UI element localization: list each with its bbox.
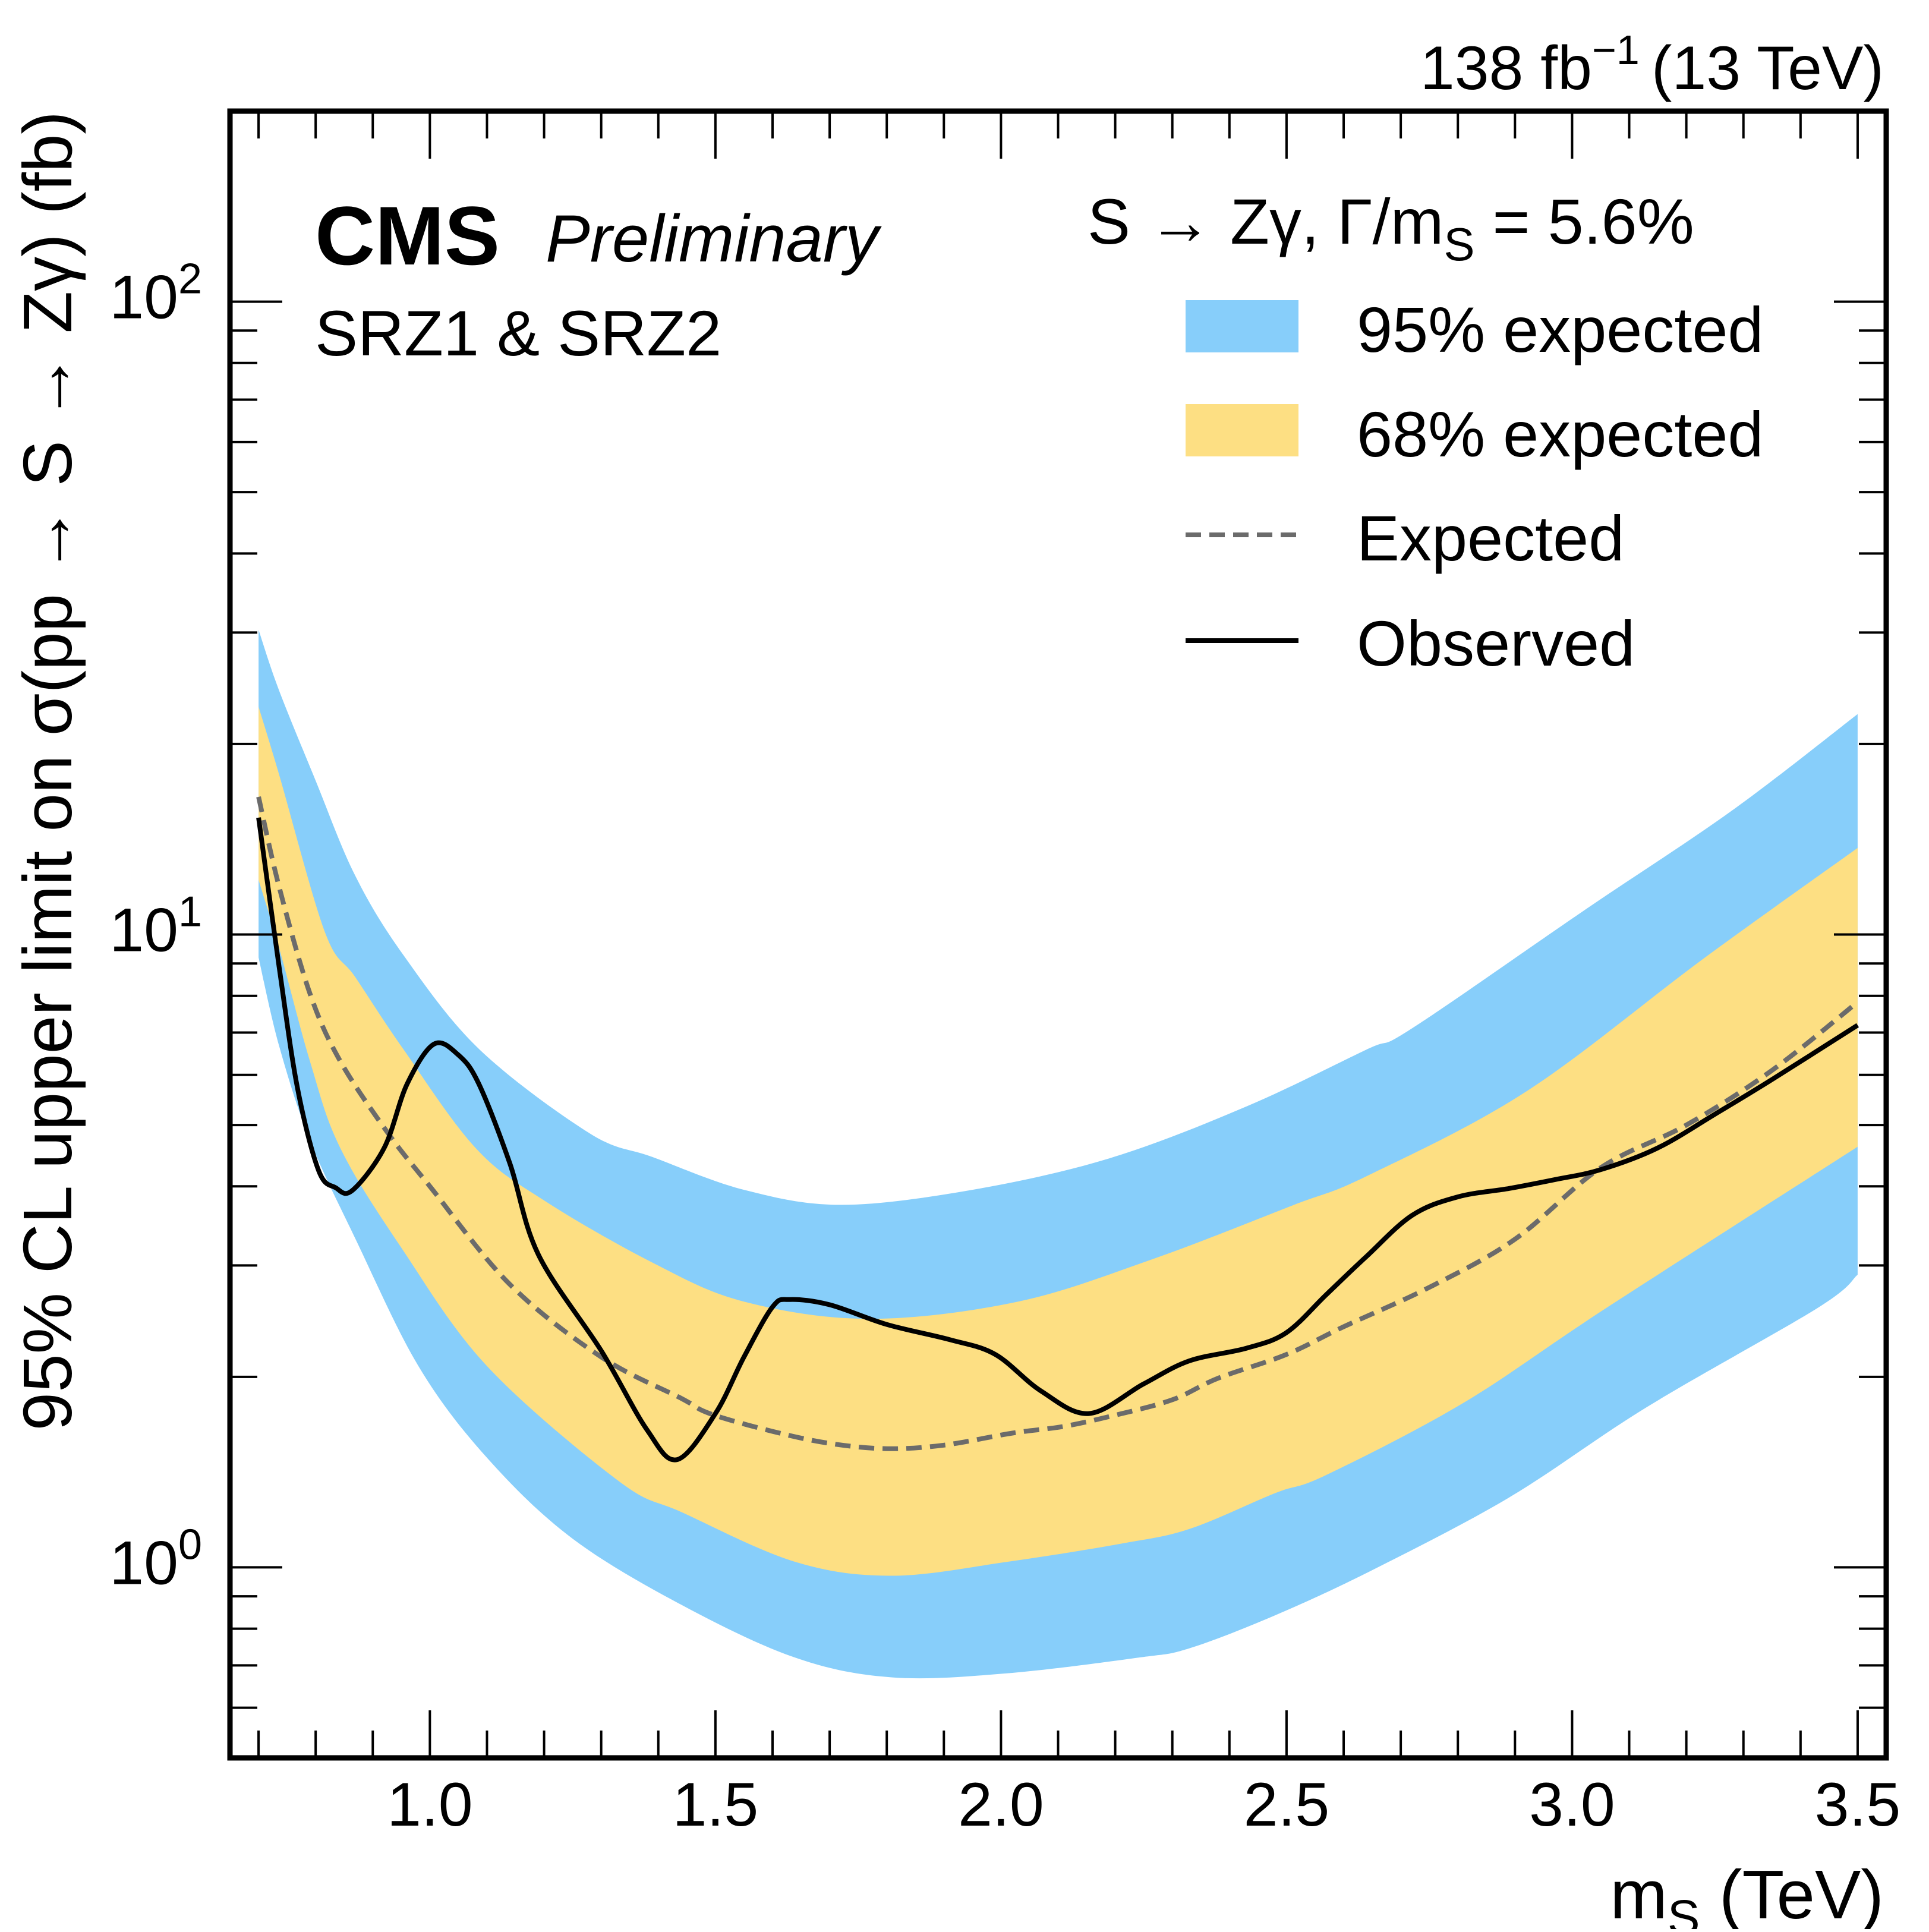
legend-entry-observed: Observed bbox=[1186, 607, 1635, 679]
y-tick-label: 102 bbox=[109, 256, 202, 332]
x-tick-label: 1.5 bbox=[673, 1770, 759, 1839]
x-tick-label: 2.0 bbox=[958, 1770, 1044, 1839]
y-tick-base: 10 bbox=[109, 263, 178, 332]
legend-swatch-68 bbox=[1186, 404, 1298, 456]
model-label: S → Zγ, Γ/mS = 5.6% bbox=[1088, 185, 1694, 270]
x-tick-label: 1.0 bbox=[387, 1770, 473, 1839]
y-tick-exponent: 2 bbox=[178, 256, 202, 303]
lines-layer bbox=[256, 796, 1859, 1463]
band-68-expected bbox=[259, 707, 1858, 1576]
status-label: Preliminary bbox=[546, 201, 882, 276]
x-tick-label: 3.5 bbox=[1815, 1770, 1901, 1839]
legend-label-95: 95% expected bbox=[1357, 294, 1764, 365]
region-label: SRZ1 & SRZ2 bbox=[315, 297, 721, 369]
legend: 95% expected 68% expected Expected Obser… bbox=[1186, 294, 1764, 679]
bands-layer bbox=[259, 629, 1858, 1679]
x-tick-label: 3.0 bbox=[1529, 1770, 1615, 1839]
y-tick-exponent: 1 bbox=[178, 888, 202, 936]
y-tick-label: 101 bbox=[109, 888, 202, 965]
legend-swatch-95 bbox=[1186, 300, 1298, 352]
legend-label-observed: Observed bbox=[1357, 607, 1635, 679]
x-axis-title: mS (TeV) bbox=[1610, 1856, 1884, 1929]
axis-ticks bbox=[230, 110, 1886, 1759]
y-tick-base: 10 bbox=[109, 1528, 178, 1597]
experiment-label: CMS bbox=[315, 189, 500, 282]
legend-entry-68: 68% expected bbox=[1186, 398, 1764, 470]
luminosity-label: 138 fb−1 (13 TeV) bbox=[1420, 27, 1884, 103]
y-axis-title: 95% CL upper limit on σ(pp → S → Zγ) (fb… bbox=[9, 111, 86, 1430]
x-tick-label: 2.5 bbox=[1244, 1770, 1330, 1839]
y-tick-label: 100 bbox=[109, 1521, 202, 1597]
legend-label-68: 68% expected bbox=[1357, 398, 1764, 470]
line-observed bbox=[256, 817, 1859, 1463]
legend-entry-expected: Expected bbox=[1186, 502, 1624, 574]
y-tick-base: 10 bbox=[109, 896, 178, 965]
y-tick-exponent: 0 bbox=[178, 1521, 202, 1568]
legend-entry-95: 95% expected bbox=[1186, 294, 1764, 365]
legend-label-expected: Expected bbox=[1357, 502, 1624, 574]
